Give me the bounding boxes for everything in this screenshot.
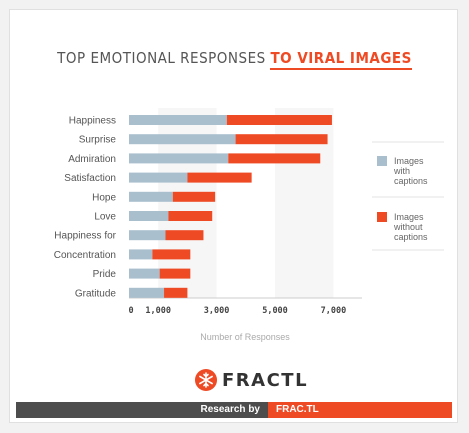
legend-label: Images [394,156,424,166]
bar-with-captions-1 [129,134,236,145]
bar-without-captions-4 [172,191,216,202]
x-axis-title: Number of Responses [200,332,290,342]
title-part-1: TOP EMOTIONAL RESPONSES [57,49,266,67]
brand: FRACTL [195,369,308,391]
legend-label: captions [394,232,428,242]
bar-with-captions-5 [129,211,169,221]
x-tick-label: 0 [128,306,133,316]
x-tick-label: 5,000 [262,306,288,316]
bar-with-captions-3 [129,172,188,183]
category-label: Love [94,212,116,223]
bar-without-captions-1 [235,134,328,145]
bar-without-captions-6 [165,230,204,241]
bar-without-captions-5 [168,211,213,221]
category-label: Concentration [54,250,116,261]
research-by-label: Research by [16,402,268,418]
bar-with-captions-6 [129,230,166,241]
legend-label: captions [394,176,428,186]
category-label: Satisfaction [64,173,116,184]
legend-label: Images [394,212,424,222]
bar-without-captions-8 [159,268,191,279]
legend-label: with [393,166,410,176]
x-tick-label: 1,000 [145,306,171,316]
legend-swatch-with-captions [377,156,387,166]
brand-name: FRACTL [222,369,309,391]
stacked-bar-chart: Happiness Surprise Admiration Satisfaction H… [53,115,444,342]
bar-with-captions-9 [129,287,165,298]
bar-without-captions-7 [152,249,191,260]
legend-swatch-without-captions [377,212,387,222]
bar-with-captions-2 [129,153,229,164]
bar-without-captions-0 [226,115,332,125]
legend-label: without [393,222,423,232]
bar-with-captions-7 [129,249,153,260]
footer-bar: Research by FRAC.TL [16,402,452,418]
category-label: Happiness [69,116,116,127]
x-tick-label: 7,000 [321,306,347,316]
category-label: Gratitude [75,288,117,299]
category-label: Admiration [68,154,116,165]
bar-with-captions-4 [129,191,173,202]
category-label: Hope [92,192,116,203]
bar-without-captions-3 [187,172,252,183]
fractl-link[interactable]: FRAC.TL [268,402,452,418]
bar-without-captions-2 [228,153,321,164]
bar-without-captions-9 [164,287,188,298]
title-part-2: TO VIRAL IMAGES [270,49,412,70]
bar-with-captions-8 [129,268,160,279]
bar-with-captions-0 [129,115,227,125]
category-label: Surprise [79,135,117,146]
x-tick-label: 3,000 [204,306,230,316]
category-label: Happiness for [54,231,116,242]
chart-title: TOP EMOTIONAL RESPONSES TO VIRAL IMAGES [0,49,469,70]
category-label: Pride [93,269,117,280]
snowflake-icon [195,369,217,391]
